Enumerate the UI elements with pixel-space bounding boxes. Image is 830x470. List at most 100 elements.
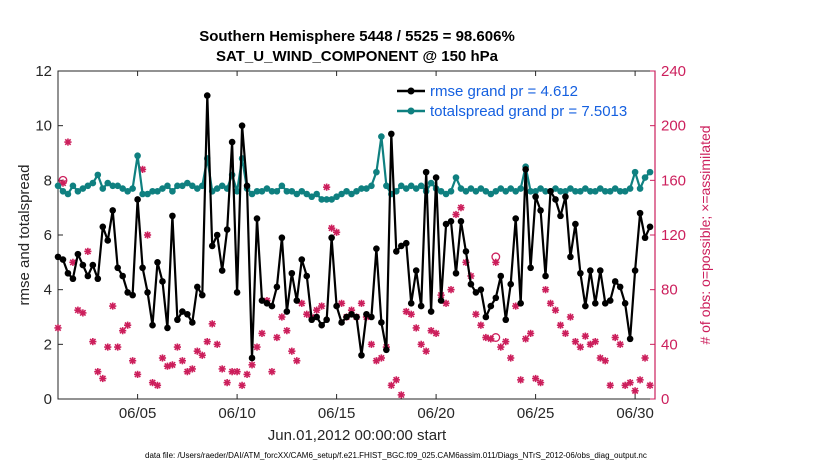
obs-assimilated-marker xyxy=(472,310,480,318)
totalspread-point xyxy=(253,187,261,195)
obs-assimilated-marker xyxy=(422,347,430,355)
obs-assimilated-marker xyxy=(566,313,575,321)
rmse-point xyxy=(606,297,614,304)
totalspread-point xyxy=(507,185,515,192)
obs-assimilated-marker xyxy=(546,299,555,307)
rmse-point xyxy=(99,223,107,231)
obs-assimilated-marker xyxy=(208,320,216,328)
totalspread-point xyxy=(194,185,201,192)
rmse-point xyxy=(323,316,330,324)
totalspread-point xyxy=(268,187,276,195)
totalspread-point xyxy=(572,187,579,195)
totalspread-point xyxy=(646,168,654,176)
rmse-point xyxy=(159,278,166,285)
totalspread-point xyxy=(134,152,141,160)
y2-tick-label: 200 xyxy=(661,118,686,135)
obs-assimilated-marker xyxy=(283,327,291,335)
obs-assimilated-marker xyxy=(621,381,629,389)
totalspread-point xyxy=(606,187,614,195)
chart-title: Southern Hemisphere 5448 / 5525 = 98.606… xyxy=(199,28,515,45)
rmse-point xyxy=(492,294,500,302)
totalspread-point xyxy=(318,196,325,203)
obs-assimilated-marker xyxy=(397,391,405,399)
rmse-point xyxy=(308,316,316,324)
totalspread-point xyxy=(482,187,490,195)
rmse-point xyxy=(293,297,301,304)
obs-assimilated-marker xyxy=(432,329,440,337)
obs-assimilated-marker xyxy=(571,338,579,346)
rmse-point xyxy=(318,321,325,329)
totalspread-point xyxy=(626,185,634,192)
obs-assimilated-marker xyxy=(173,343,181,351)
plot-area xyxy=(57,70,656,400)
obs-assimilated-marker xyxy=(646,381,654,389)
y-tick-label: 6 xyxy=(44,227,52,244)
obs-assimilated-marker xyxy=(333,228,341,236)
totalspread-point xyxy=(184,179,191,187)
rmse-point xyxy=(184,310,191,318)
obs-assimilated-marker xyxy=(188,365,196,373)
rmse-point xyxy=(457,218,465,225)
totalspread-point xyxy=(537,185,544,192)
totalspread-point xyxy=(621,187,629,195)
obs-assimilated-marker xyxy=(109,302,117,310)
totalspread-point xyxy=(84,182,92,190)
totalspread-point xyxy=(174,182,181,190)
obs-assimilated-marker xyxy=(497,343,505,351)
rmse-point xyxy=(104,237,112,244)
obs-assimilated-marker xyxy=(507,354,515,362)
totalspread-point xyxy=(308,193,316,201)
obs-assimilated-marker xyxy=(591,338,599,346)
rmse-point xyxy=(174,316,181,324)
totalspread-point xyxy=(159,185,166,192)
y2-tick-label: 80 xyxy=(661,282,678,299)
totalspread-point xyxy=(577,187,584,195)
obs-assimilated-marker xyxy=(581,332,589,340)
rmse-point xyxy=(223,226,231,233)
y-tick-label: 2 xyxy=(44,336,52,353)
obs-assimilated-marker xyxy=(99,374,107,383)
totalspread-point xyxy=(442,190,450,198)
obs-assimilated-marker xyxy=(278,313,286,321)
totalspread-point xyxy=(129,185,136,192)
rmse-point xyxy=(582,302,589,310)
rmse-point xyxy=(522,166,529,173)
obs-assimilated-marker xyxy=(89,338,97,346)
obs-assimilated-marker xyxy=(268,368,276,376)
totalspread-point xyxy=(611,185,619,192)
obs-assimilated-marker xyxy=(447,286,455,294)
rmse-point xyxy=(596,267,604,274)
rmse-point xyxy=(228,138,236,146)
obs-assimilated-marker xyxy=(512,302,520,310)
rmse-point xyxy=(462,248,470,255)
rmse-point xyxy=(482,313,490,321)
legend-box xyxy=(392,80,647,122)
rmse-point xyxy=(278,234,286,242)
totalspread-point xyxy=(567,185,574,192)
obs-assimilated-marker xyxy=(114,343,122,351)
rmse-point xyxy=(547,187,554,195)
rmse-point xyxy=(467,280,475,288)
rmse-point xyxy=(631,267,639,274)
rmse-point xyxy=(587,267,594,274)
rmse-point xyxy=(328,234,335,242)
rmse-point xyxy=(288,269,296,277)
totalspread-point xyxy=(154,187,161,195)
rmse-point xyxy=(243,182,251,190)
rmse-point xyxy=(487,302,495,310)
totalspread-point xyxy=(59,187,67,195)
totalspread-point xyxy=(164,182,171,190)
rmse-point xyxy=(472,289,480,296)
y2-tick-label: 0 xyxy=(661,391,669,408)
rmse-point xyxy=(592,300,599,307)
rmse-point xyxy=(512,215,519,222)
rmse-point xyxy=(248,354,256,362)
rmse-point xyxy=(84,272,92,280)
obs-assimilated-marker xyxy=(134,370,142,378)
totalspread-point xyxy=(54,182,62,190)
rmse-point xyxy=(388,130,395,138)
totalspread-point xyxy=(641,174,649,181)
rmse-point xyxy=(358,351,365,359)
rmse-point xyxy=(213,231,221,239)
